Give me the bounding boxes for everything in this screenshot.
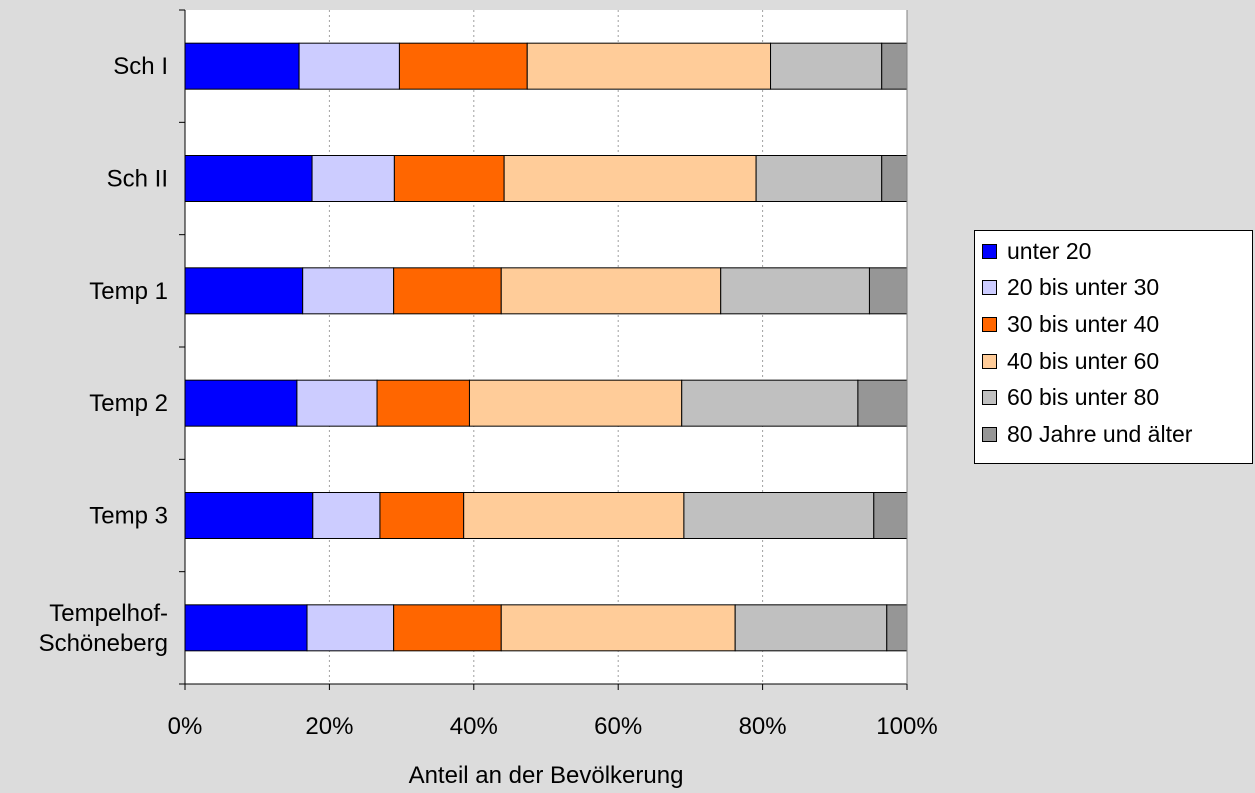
- legend-swatch: [982, 280, 997, 296]
- plot-area: [185, 10, 907, 684]
- y-tick-label: Temp 1: [89, 278, 168, 305]
- bar-segment: [184, 267, 304, 315]
- x-tick-label: 80%: [739, 713, 787, 740]
- bar-segment: [298, 42, 400, 90]
- bar-segment: [886, 604, 908, 652]
- y-tick-label: Sch I: [113, 53, 168, 80]
- x-tick-label: 40%: [450, 713, 498, 740]
- bar-segment: [857, 379, 908, 427]
- bar-segment: [184, 155, 313, 202]
- bar-segment: [184, 492, 314, 539]
- legend-label: 20 bis unter 30: [1007, 274, 1160, 301]
- legend-label: 60 bis unter 80: [1007, 384, 1160, 411]
- y-tick-label: Temp 3: [89, 503, 168, 530]
- bar-segment: [302, 267, 395, 315]
- bar-segment: [526, 42, 772, 90]
- legend-item: 20 bis unter 30: [982, 270, 1252, 307]
- bar-segment: [720, 267, 870, 315]
- legend-item: 40 bis unter 60: [982, 343, 1252, 380]
- x-tick-label: 100%: [876, 713, 937, 740]
- legend-item: unter 20: [982, 233, 1252, 270]
- y-tick-label: Temp 2: [89, 390, 168, 417]
- legend-swatch: [982, 426, 997, 442]
- bar-segment: [306, 604, 395, 652]
- bar-segment: [683, 492, 875, 539]
- bar-segment: [500, 604, 736, 652]
- bar-segment: [398, 42, 528, 90]
- bar-segment: [868, 267, 908, 315]
- legend-swatch: [982, 316, 997, 332]
- bar-segment: [184, 604, 308, 652]
- bar-segment: [734, 604, 888, 652]
- bar-segment: [393, 267, 502, 315]
- bars: [184, 42, 908, 652]
- bar-segment: [296, 379, 378, 427]
- legend-item: 30 bis unter 40: [982, 306, 1252, 343]
- bar-segment: [881, 42, 908, 90]
- bar-segment: [468, 379, 683, 427]
- bar-segment: [463, 492, 685, 539]
- bar-segment: [681, 379, 859, 427]
- bar-segment: [881, 155, 908, 202]
- bar-segment: [376, 379, 470, 427]
- legend-item: 60 bis unter 80: [982, 379, 1252, 416]
- bar-segment: [393, 604, 502, 652]
- bar-segment: [312, 492, 381, 539]
- y-tick-label: Sch II: [107, 166, 168, 193]
- bar-segment: [393, 155, 505, 202]
- legend-swatch: [982, 390, 997, 406]
- x-axis-title: Anteil an der Bevölkerung: [408, 762, 684, 789]
- tick-labels: 0% 20% 40% 60% 80% 100% Sch I Sch II Temp 1 Temp …: [39, 53, 938, 740]
- bar-segment: [184, 379, 298, 427]
- bar-segment: [500, 267, 722, 315]
- bar-segment: [873, 492, 908, 539]
- legend-swatch: [982, 353, 997, 369]
- bar-segment: [184, 42, 300, 90]
- legend-item: 80 Jahre und älter: [982, 416, 1252, 453]
- bar-segment: [770, 42, 883, 90]
- bar-segment: [503, 155, 757, 202]
- y-tick-label: Schöneberg: [39, 630, 168, 657]
- y-tick-label: Tempelhof-: [49, 600, 168, 627]
- legend-label: 40 bis unter 60: [1007, 347, 1160, 374]
- x-tick-label: 0%: [168, 713, 203, 740]
- legend-label: unter 20: [1007, 237, 1092, 264]
- gridlines: [328, 10, 764, 684]
- bar-segment: [311, 155, 395, 202]
- bar-segment: [755, 155, 883, 202]
- legend: unter 20 20 bis unter 30 30 bis unter 40 40…: [974, 230, 1253, 464]
- axes: [179, 9, 908, 690]
- legend-label: 80 Jahre und älter: [1007, 420, 1193, 447]
- x-tick-label: 60%: [594, 713, 642, 740]
- legend-label: 30 bis unter 40: [1007, 310, 1160, 337]
- bar-segment: [379, 492, 465, 539]
- x-tick-label: 20%: [305, 713, 353, 740]
- legend-swatch: [982, 243, 997, 259]
